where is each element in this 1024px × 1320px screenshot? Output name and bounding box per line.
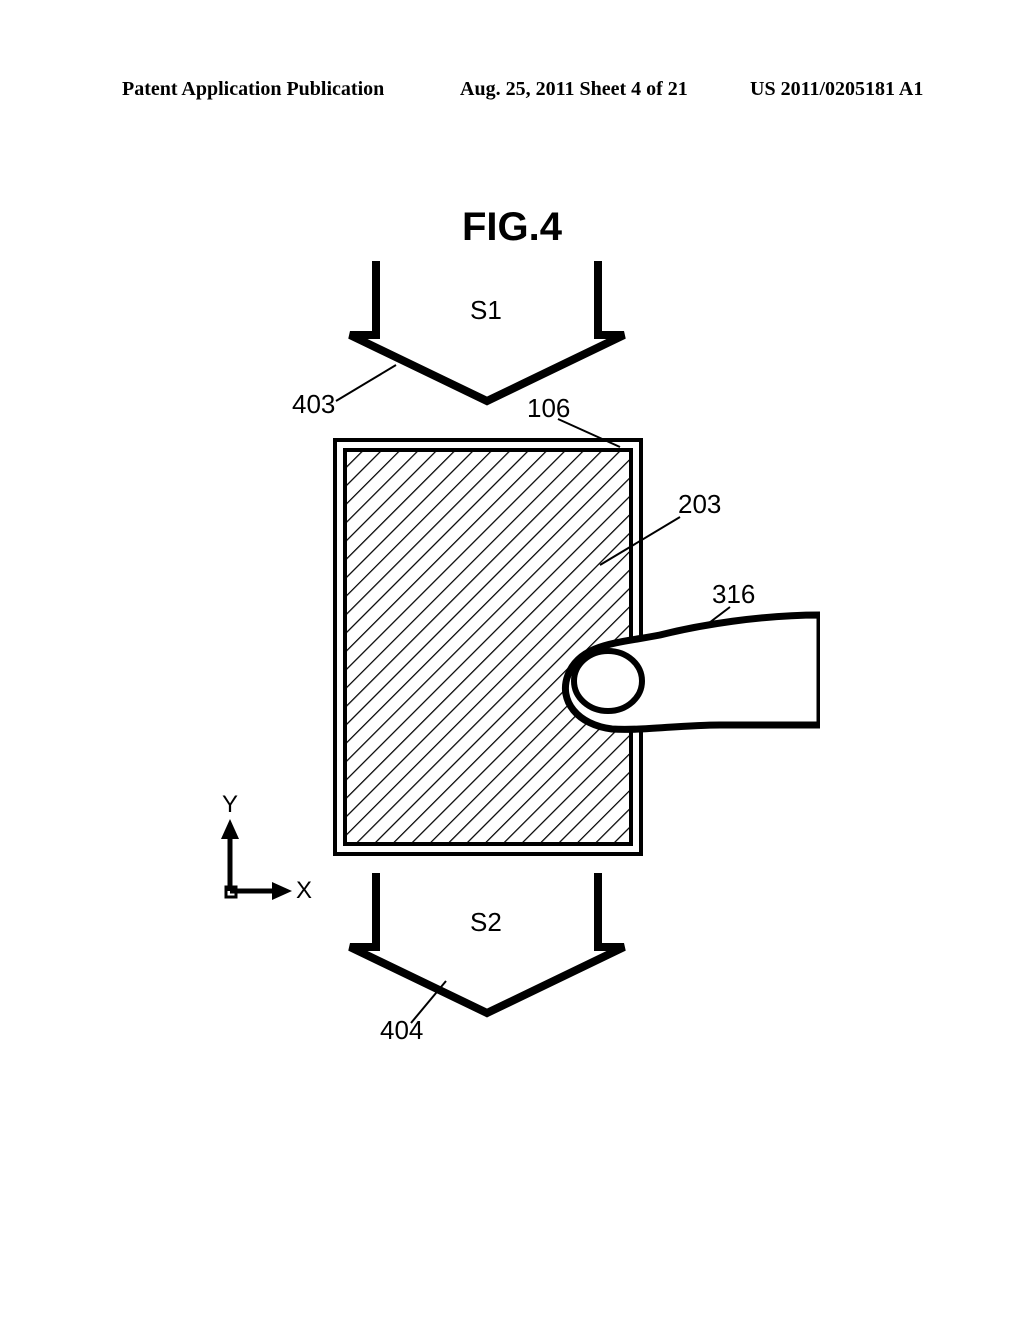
ref-106: 106 — [527, 393, 570, 424]
header-mid: Aug. 25, 2011 Sheet 4 of 21 — [460, 78, 688, 101]
figure-label: FIG.4 — [0, 205, 1024, 250]
header-left: Patent Application Publication — [122, 78, 384, 101]
ref-316: 316 — [712, 579, 755, 610]
label-s2: S2 — [470, 907, 502, 938]
figure-diagram: S1 403 106 203 316 S2 404 Y X — [200, 245, 820, 1115]
ref-404: 404 — [380, 1015, 423, 1046]
axis-icon — [221, 819, 292, 900]
arrow-bottom-icon — [350, 873, 624, 1013]
arrow-top-icon — [350, 261, 624, 401]
leader-403 — [336, 365, 396, 401]
display-area — [345, 450, 631, 844]
header-right: US 2011/0205181 A1 — [750, 78, 923, 101]
figure-svg — [200, 245, 820, 1115]
ref-403: 403 — [292, 389, 335, 420]
axis-y-label: Y — [222, 791, 238, 819]
axis-x-label: X — [296, 877, 312, 905]
ref-203: 203 — [678, 489, 721, 520]
label-s1: S1 — [470, 295, 502, 326]
page: Patent Application Publication Aug. 25, … — [0, 0, 1024, 1320]
